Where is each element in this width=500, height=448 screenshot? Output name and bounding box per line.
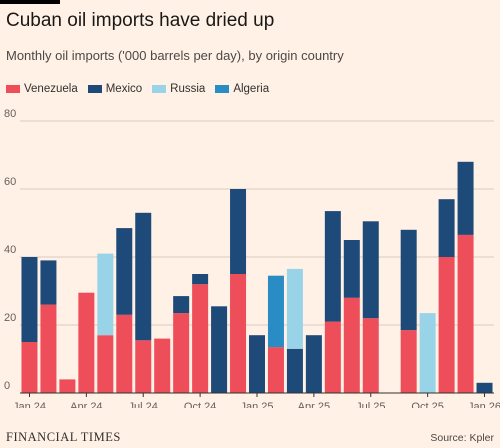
- legend-item-mexico: Mexico: [87, 83, 143, 95]
- bar-russia-21: [419, 313, 436, 393]
- bar-venezuela-8: [173, 313, 190, 393]
- y-tick-label-40: 40: [4, 244, 16, 256]
- bar-venezuela-4: [97, 335, 114, 393]
- legend-swatch-mexico: [87, 85, 102, 93]
- bar-mexico-15: [305, 335, 322, 393]
- x-tick-label-24: Jan 26: [468, 401, 500, 408]
- x-tick-label-12: Jan 25: [240, 401, 273, 408]
- bar-venezuela-9: [192, 284, 209, 393]
- bar-mexico-10: [211, 306, 228, 393]
- legend-item-venezuela: Venezuela: [6, 83, 78, 95]
- bar-mexico-0: [21, 257, 38, 342]
- bar-venezuela-2: [59, 379, 76, 393]
- x-tick-label-6: Jul 24: [129, 401, 158, 408]
- bar-mexico-16: [324, 211, 341, 322]
- bar-mexico-12: [249, 335, 265, 393]
- legend-swatch-algeria: [215, 85, 230, 93]
- bar-mexico-11: [230, 189, 247, 274]
- bar-russia-14: [286, 268, 303, 349]
- x-tick-label-0: Jan 24: [13, 401, 46, 408]
- bar-venezuela-1: [40, 304, 57, 393]
- source-note: Source: Kpler: [430, 432, 494, 444]
- bar-venezuela-11: [230, 274, 247, 393]
- bar-mexico-1: [40, 260, 57, 305]
- legend-swatch-russia: [152, 85, 167, 93]
- bar-mexico-23: [457, 161, 474, 235]
- bar-venezuela-3: [78, 292, 95, 393]
- brand-topbar: [0, 0, 60, 4]
- bar-russia-4: [97, 253, 114, 336]
- y-tick-label-0: 0: [4, 380, 10, 392]
- chart-title: Cuban oil imports have dried up: [6, 10, 275, 31]
- bar-mexico-24: [476, 382, 493, 393]
- bar-mexico-6: [135, 212, 152, 341]
- bar-mexico-14: [286, 348, 303, 393]
- bar-venezuela-17: [343, 297, 360, 393]
- publisher-logo: FINANCIAL TIMES: [6, 430, 121, 444]
- x-tick-label-15: Apr 25: [298, 401, 330, 408]
- y-tick-label-60: 60: [4, 176, 16, 188]
- chart-subtitle: Monthly oil imports ('000 barrels per da…: [6, 48, 344, 63]
- bar-mexico-18: [362, 221, 379, 319]
- bar-mexico-17: [343, 240, 360, 298]
- bar-mexico-8: [173, 296, 190, 314]
- bar-mexico-5: [116, 228, 133, 315]
- x-tick-label-21: Oct 25: [411, 401, 443, 408]
- bar-mexico-22: [438, 199, 455, 257]
- legend-item-algeria: Algeria: [215, 83, 269, 95]
- bar-chart: 0 20 40 60 80 Jan 24 Apr 24 Jul 24 Oct 24 Jan 25 A…: [4, 108, 500, 408]
- bar-venezuela-5: [116, 314, 133, 393]
- x-tick-label-9: Oct 24: [184, 401, 216, 408]
- legend-label-algeria: Algeria: [233, 83, 270, 95]
- bar-mexico-20: [400, 229, 417, 331]
- bar-venezuela-22: [438, 257, 455, 393]
- bar-venezuela-20: [400, 330, 417, 393]
- bar-venezuela-0: [21, 342, 38, 393]
- bar-venezuela-6: [135, 340, 152, 393]
- bar-venezuela-13: [267, 347, 284, 393]
- y-tick-label-20: 20: [4, 312, 16, 324]
- y-tick-label-80: 80: [4, 108, 16, 120]
- bar-venezuela-18: [362, 318, 379, 393]
- bar-algeria-13: [267, 275, 284, 348]
- legend-label-mexico: Mexico: [105, 83, 143, 95]
- bar-mexico-9: [192, 274, 209, 285]
- bar-venezuela-23: [457, 234, 474, 393]
- bar-venezuela-16: [324, 321, 341, 393]
- chart-legend: Venezuela Mexico Russia Algeria: [6, 83, 269, 95]
- legend-label-venezuela: Venezuela: [24, 83, 78, 95]
- legend-label-russia: Russia: [170, 83, 206, 95]
- x-tick-label-18: Jul 25: [356, 401, 385, 408]
- bar-venezuela-7: [154, 338, 171, 393]
- x-tick-label-3: Apr 24: [70, 401, 102, 408]
- legend-item-russia: Russia: [152, 83, 205, 95]
- legend-swatch-venezuela: [6, 85, 20, 93]
